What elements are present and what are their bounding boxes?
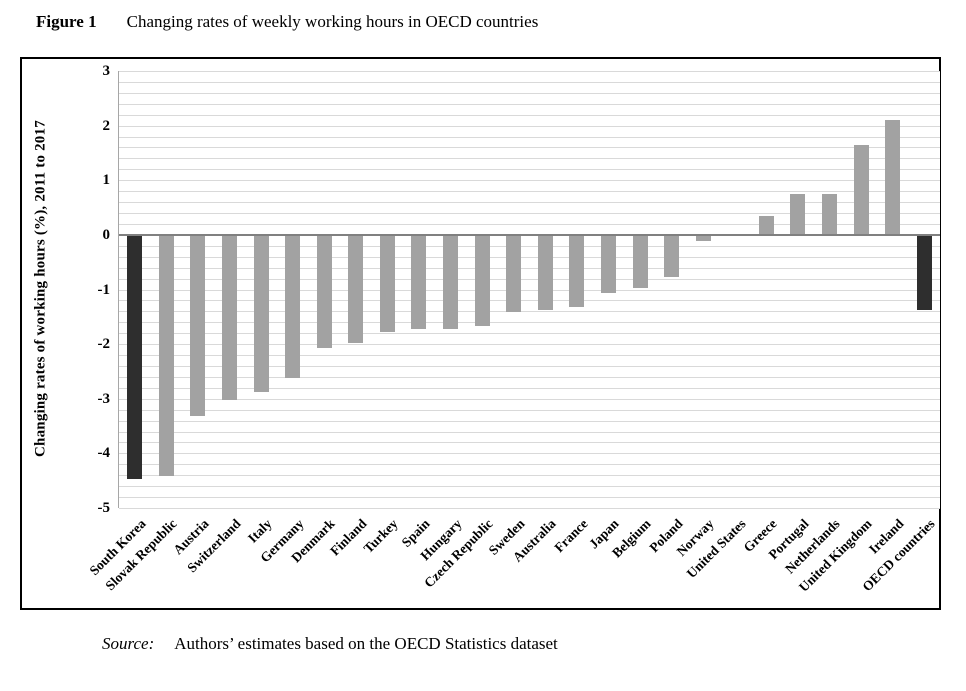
minor-gridline bbox=[119, 300, 940, 301]
bar-germany bbox=[285, 236, 300, 378]
minor-gridline bbox=[119, 126, 940, 127]
minor-gridline bbox=[119, 147, 940, 148]
source-line: Source: Authors’ estimates based on the O… bbox=[102, 634, 558, 654]
bar-portugal bbox=[790, 194, 805, 235]
y-tick-2: 2 bbox=[102, 118, 111, 134]
minor-gridline bbox=[119, 268, 940, 269]
minor-gridline bbox=[119, 290, 940, 291]
bar-norway bbox=[696, 236, 711, 241]
minor-gridline bbox=[119, 71, 940, 72]
y-tick--1: -1 bbox=[97, 282, 111, 298]
bar-united-kingdom bbox=[854, 145, 869, 235]
minor-gridline bbox=[119, 137, 940, 138]
minor-gridline bbox=[119, 366, 940, 367]
bar-sweden bbox=[506, 236, 521, 312]
source-label: Source: bbox=[102, 634, 155, 653]
minor-gridline bbox=[119, 508, 940, 509]
minor-gridline bbox=[119, 421, 940, 422]
minor-gridline bbox=[119, 464, 940, 465]
y-tick-1: 1 bbox=[102, 172, 111, 188]
minor-gridline bbox=[119, 104, 940, 105]
zero-axis-line bbox=[119, 234, 940, 236]
bar-france bbox=[569, 236, 584, 307]
minor-gridline bbox=[119, 158, 940, 159]
y-tick--5: -5 bbox=[97, 500, 111, 516]
bar-denmark bbox=[317, 236, 332, 348]
minor-gridline bbox=[119, 93, 940, 94]
minor-gridline bbox=[119, 377, 940, 378]
minor-gridline bbox=[119, 311, 940, 312]
bar-south-korea bbox=[127, 236, 142, 479]
minor-gridline bbox=[119, 213, 940, 214]
bar-hungary bbox=[443, 236, 458, 329]
minor-gridline bbox=[119, 246, 940, 247]
minor-gridline bbox=[119, 399, 940, 400]
minor-gridline bbox=[119, 279, 940, 280]
bar-oecd-countries bbox=[917, 236, 932, 310]
bar-greece bbox=[759, 216, 774, 235]
y-tick--2: -2 bbox=[97, 336, 111, 352]
source-text: Authors’ estimates based on the OECD Sta… bbox=[174, 634, 558, 653]
bar-finland bbox=[348, 236, 363, 343]
y-tick-0: 0 bbox=[102, 227, 111, 243]
plot-area bbox=[118, 71, 940, 509]
minor-gridline bbox=[119, 388, 940, 389]
bar-turkey bbox=[380, 236, 395, 332]
bar-austria bbox=[190, 236, 205, 416]
minor-gridline bbox=[119, 442, 940, 443]
bar-switzerland bbox=[222, 236, 237, 400]
minor-gridline bbox=[119, 497, 940, 498]
bar-ireland bbox=[885, 120, 900, 235]
minor-gridline bbox=[119, 180, 940, 181]
minor-gridline bbox=[119, 344, 940, 345]
minor-gridline bbox=[119, 486, 940, 487]
minor-gridline bbox=[119, 257, 940, 258]
minor-gridline bbox=[119, 224, 940, 225]
minor-gridline bbox=[119, 355, 940, 356]
minor-gridline bbox=[119, 169, 940, 170]
bar-spain bbox=[411, 236, 426, 329]
bar-italy bbox=[254, 236, 269, 392]
bar-netherlands bbox=[822, 194, 837, 235]
minor-gridline bbox=[119, 191, 940, 192]
bar-czech-republic bbox=[475, 236, 490, 326]
y-tick-3: 3 bbox=[102, 63, 111, 79]
figure-label: Figure 1 bbox=[36, 12, 97, 31]
x-axis-labels: South Korea Slovak Republic Austria Switzer… bbox=[86, 508, 939, 604]
bar-poland bbox=[664, 236, 679, 277]
minor-gridline bbox=[119, 453, 940, 454]
y-tick--4: -4 bbox=[97, 445, 111, 461]
chart-frame: Changing rates of working hours (%), 201… bbox=[20, 57, 941, 610]
y-axis-title: Changing rates of working hours (%), 201… bbox=[32, 120, 49, 458]
bar-slovak-republic bbox=[159, 236, 174, 476]
bar-australia bbox=[538, 236, 553, 310]
minor-gridline bbox=[119, 432, 940, 433]
figure-caption: Figure 1 Changing rates of weekly working… bbox=[36, 12, 538, 32]
minor-gridline bbox=[119, 333, 940, 334]
minor-gridline bbox=[119, 202, 940, 203]
minor-gridline bbox=[119, 475, 940, 476]
y-tick--3: -3 bbox=[97, 391, 111, 407]
bar-belgium bbox=[633, 236, 648, 288]
figure-title-text: Changing rates of weekly working hours i… bbox=[126, 12, 539, 31]
minor-gridline bbox=[119, 410, 940, 411]
minor-gridline bbox=[119, 115, 940, 116]
minor-gridline bbox=[119, 82, 940, 83]
bar-japan bbox=[601, 236, 616, 293]
minor-gridline bbox=[119, 322, 940, 323]
